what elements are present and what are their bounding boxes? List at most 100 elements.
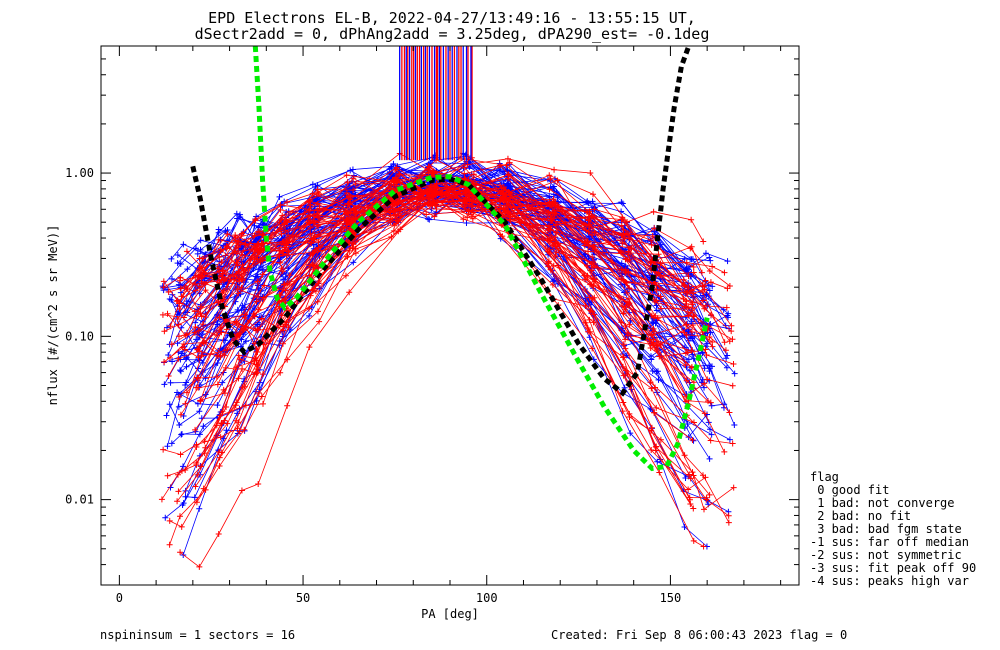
trace-point xyxy=(551,166,558,173)
trace-point xyxy=(687,335,694,342)
trace-point xyxy=(180,500,187,507)
trace-point xyxy=(653,307,660,314)
trace-point xyxy=(721,339,728,346)
trace-line xyxy=(195,182,734,511)
chart-title-line2: dSectr2add = 0, dPhAng2add = 3.25deg, dP… xyxy=(195,25,710,43)
trace-point xyxy=(683,265,690,272)
trace-point xyxy=(618,199,625,206)
trace-point xyxy=(165,372,172,379)
trace-point xyxy=(199,359,206,366)
trace-point xyxy=(175,333,182,340)
trace-point xyxy=(729,382,736,389)
trace-point xyxy=(352,250,359,257)
trace-point xyxy=(586,334,593,341)
trace-point xyxy=(723,304,730,311)
trace-line xyxy=(197,175,691,260)
trace-point xyxy=(591,206,598,213)
trace-point xyxy=(708,402,715,409)
legend-item: -3 sus: fit peak off 90 xyxy=(810,561,976,575)
trace-point xyxy=(168,255,175,262)
legend-item: 1 bad: not converge xyxy=(810,496,955,510)
trace-point xyxy=(724,352,731,359)
trace-point xyxy=(701,506,708,513)
legend-item: -4 sus: peaks high var xyxy=(810,574,969,588)
trace-point xyxy=(721,448,728,455)
trace-point xyxy=(192,245,199,252)
trace-point xyxy=(202,258,209,265)
trace-point xyxy=(701,410,708,417)
trace-point xyxy=(700,543,707,550)
trace-point xyxy=(286,272,293,279)
trace-point xyxy=(648,385,655,392)
trace-point xyxy=(707,279,714,286)
trace-point xyxy=(700,238,707,245)
trace-point xyxy=(649,368,656,375)
trace-point xyxy=(546,186,553,193)
trace-point xyxy=(396,170,403,177)
trace-line xyxy=(169,183,732,327)
trace-point xyxy=(647,345,654,352)
trace-point xyxy=(729,440,736,447)
trace-point xyxy=(581,251,588,258)
trace-point xyxy=(276,219,283,226)
trace-point xyxy=(168,440,175,447)
trace-point xyxy=(218,329,225,336)
trace-point xyxy=(652,320,659,327)
trace-point xyxy=(215,229,222,236)
legend-item: 2 bad: no fit xyxy=(810,509,911,523)
trace-point xyxy=(281,234,288,241)
trace-point xyxy=(550,183,557,190)
trace-point xyxy=(306,344,313,351)
trace-point xyxy=(681,452,688,459)
trace-point xyxy=(160,278,167,285)
trace-point xyxy=(506,159,513,166)
trace-point xyxy=(648,356,655,363)
trace-point xyxy=(214,381,221,388)
trace-point xyxy=(701,365,708,372)
trace-point xyxy=(703,352,710,359)
trace-point xyxy=(178,431,185,438)
trace-point xyxy=(689,299,696,306)
trace-point xyxy=(169,358,176,365)
trace-point xyxy=(708,431,715,438)
trace-point xyxy=(721,269,728,276)
trace-point xyxy=(255,390,262,397)
trace-point xyxy=(243,338,250,345)
trace-point xyxy=(626,410,633,417)
trace-point xyxy=(431,213,438,220)
trace-point xyxy=(316,318,323,325)
trace-point xyxy=(285,324,292,331)
legend-item: -2 sus: not symmetric xyxy=(810,548,962,562)
trace-point xyxy=(552,252,559,259)
trace-point xyxy=(387,212,394,219)
plot-area xyxy=(158,46,738,570)
trace-point xyxy=(278,312,285,319)
trace-point xyxy=(689,469,696,476)
trace-point xyxy=(497,235,504,242)
trace-point xyxy=(425,216,432,223)
x-tick-label: 150 xyxy=(660,591,682,605)
trace-point xyxy=(657,241,664,248)
legend-item: 0 good fit xyxy=(810,483,889,497)
trace-point xyxy=(233,210,240,217)
trace-line xyxy=(172,169,688,307)
trace-point xyxy=(657,260,664,267)
trace-line xyxy=(163,170,685,289)
y-tick-label: 1.00 xyxy=(65,166,94,180)
footer-right-text: Created: Fri Sep 8 06:00:43 2023 flag = … xyxy=(551,628,847,642)
trace-point xyxy=(690,537,697,544)
trace-point xyxy=(176,422,183,429)
trace-point xyxy=(726,409,733,416)
trace-point xyxy=(497,182,504,189)
trace-point xyxy=(709,263,716,270)
trace-point xyxy=(307,231,314,238)
trace-point xyxy=(239,365,246,372)
trace-point xyxy=(554,194,561,201)
trace-point xyxy=(255,480,262,487)
trace-point xyxy=(255,224,262,231)
trace-point xyxy=(182,381,189,388)
trace-point xyxy=(469,215,476,222)
trace-blue xyxy=(199,154,713,272)
trace-point xyxy=(183,298,190,305)
trace-point xyxy=(688,216,695,223)
